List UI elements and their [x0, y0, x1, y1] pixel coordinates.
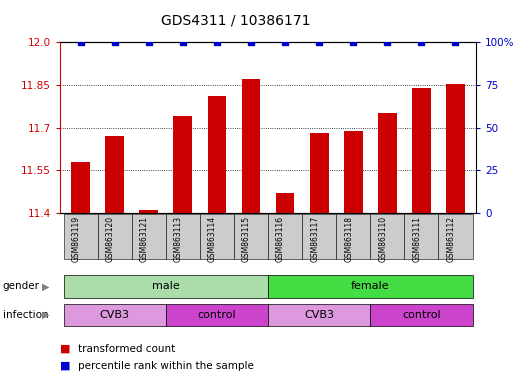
Text: gender: gender	[3, 281, 40, 291]
Text: GSM863112: GSM863112	[447, 216, 456, 262]
Text: GSM863113: GSM863113	[174, 216, 183, 262]
Text: GSM863118: GSM863118	[344, 216, 353, 262]
Bar	[242, 79, 260, 213]
Text: control: control	[198, 310, 236, 320]
Text: GSM863121: GSM863121	[140, 216, 149, 262]
Text: GSM863114: GSM863114	[208, 216, 217, 262]
Text: GSM863119: GSM863119	[72, 216, 81, 262]
Bar	[174, 116, 192, 213]
Text: ▶: ▶	[42, 310, 49, 320]
Text: GSM863110: GSM863110	[378, 216, 388, 262]
Text: GSM863117: GSM863117	[310, 216, 319, 262]
Text: CVB3: CVB3	[100, 310, 130, 320]
Bar	[208, 96, 226, 213]
Text: GDS4311 / 10386171: GDS4311 / 10386171	[161, 13, 310, 27]
Text: female: female	[351, 281, 390, 291]
Text: GSM863115: GSM863115	[242, 216, 251, 262]
Text: CVB3: CVB3	[304, 310, 334, 320]
Text: ▶: ▶	[42, 281, 49, 291]
Text: percentile rank within the sample: percentile rank within the sample	[78, 361, 254, 371]
Text: infection: infection	[3, 310, 48, 320]
Text: ■: ■	[60, 344, 71, 354]
Bar	[310, 133, 328, 213]
Text: GSM863111: GSM863111	[413, 216, 422, 262]
Text: GSM863120: GSM863120	[106, 216, 115, 262]
Bar	[276, 193, 294, 213]
Bar	[344, 131, 362, 213]
Text: transformed count: transformed count	[78, 344, 176, 354]
Bar	[140, 210, 158, 213]
Bar	[378, 113, 396, 213]
Bar	[71, 162, 90, 213]
Bar	[105, 136, 124, 213]
Text: male: male	[152, 281, 180, 291]
Text: ■: ■	[60, 361, 71, 371]
Text: GSM863116: GSM863116	[276, 216, 285, 262]
Bar	[446, 84, 465, 213]
Bar	[412, 88, 431, 213]
Text: control: control	[402, 310, 441, 320]
